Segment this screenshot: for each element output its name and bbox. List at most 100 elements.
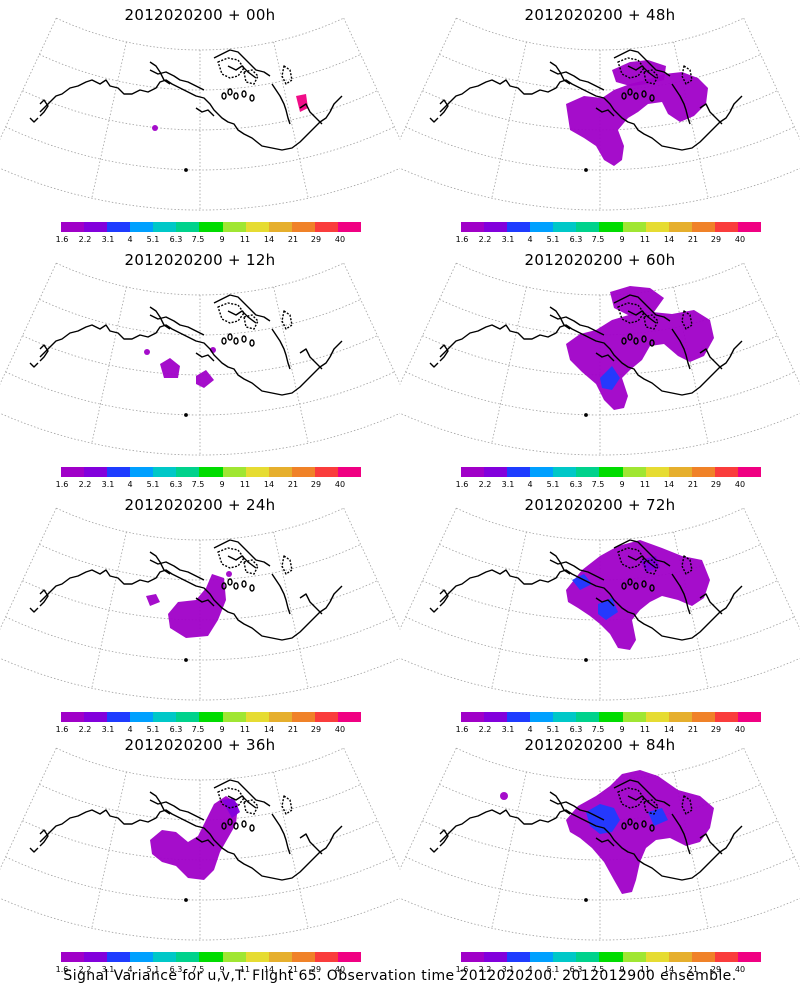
map-panel: 2012020200 + 00h 1.6 2.2 3.1 4 5.1 6.3 7.5 9 11 14… bbox=[0, 0, 400, 245]
variance-contour bbox=[600, 366, 620, 390]
variance-shading bbox=[144, 347, 216, 388]
colorbar bbox=[61, 467, 362, 477]
colorbar-tick-label: 2.2 bbox=[78, 725, 92, 734]
colorbar-tick-label: 40 bbox=[734, 965, 746, 974]
colorbar-tick-label: 21 bbox=[287, 480, 299, 489]
colorbar bbox=[61, 222, 362, 232]
colorbar-swatch bbox=[337, 712, 362, 722]
colorbar-tick-label: 5.1 bbox=[146, 965, 160, 974]
colorbar-swatch bbox=[553, 952, 577, 962]
colorbar-swatch bbox=[737, 712, 762, 722]
colorbar-swatch bbox=[668, 222, 692, 232]
colorbar-swatch bbox=[222, 467, 246, 477]
polar-map bbox=[400, 262, 800, 456]
colorbar-swatch bbox=[176, 467, 200, 477]
colorbar-swatch bbox=[507, 712, 531, 722]
colorbar-swatch bbox=[337, 222, 362, 232]
colorbar-tick-label: 14 bbox=[663, 235, 675, 244]
colorbar-tick-label: 40 bbox=[734, 725, 746, 734]
colorbar-tick-label: 3.1 bbox=[101, 965, 115, 974]
colorbar-swatch bbox=[107, 222, 131, 232]
colorbar-tick-label: 5.1 bbox=[546, 725, 560, 734]
colorbar-tick-label: 2.2 bbox=[478, 480, 492, 489]
colorbar-swatch bbox=[61, 467, 85, 477]
colorbar-labels: 1.6 2.2 3.1 4 5.1 6.3 7.5 9 11 14 21 29 40 bbox=[452, 235, 772, 247]
colorbar-tick-label: 29 bbox=[310, 725, 322, 734]
colorbar-tick-label: 4 bbox=[127, 235, 133, 244]
colorbar-labels: 1.6 2.2 3.1 4 5.1 6.3 7.5 9 11 14 21 29 40 bbox=[452, 965, 772, 977]
colorbar-tick-label: 5.1 bbox=[146, 725, 160, 734]
colorbar-swatch bbox=[314, 952, 338, 962]
colorbar-tick-label: 1.6 bbox=[455, 235, 469, 244]
colorbar-swatch bbox=[576, 952, 600, 962]
colorbar-tick-label: 5.1 bbox=[546, 965, 560, 974]
colorbar-tick-label: 11 bbox=[239, 480, 251, 489]
colorbar-swatch bbox=[153, 952, 177, 962]
coastlines bbox=[429, 539, 743, 662]
colorbar-swatch bbox=[507, 467, 531, 477]
colorbar-tick-label: 6.3 bbox=[569, 965, 583, 974]
colorbar-swatch bbox=[668, 952, 692, 962]
colorbar-tick-label: 5.1 bbox=[146, 480, 160, 489]
coastlines bbox=[29, 294, 343, 417]
colorbar-swatch bbox=[199, 467, 223, 477]
polar-map bbox=[400, 17, 800, 211]
colorbar-tick-label: 4 bbox=[527, 480, 533, 489]
colorbar-swatch bbox=[61, 952, 85, 962]
map-panel: 2012020200 + 60h 1.6 2.2 3.1 4 5.1 6.3 7.5 9 11 14… bbox=[400, 245, 800, 490]
colorbar-tick-label: 2.2 bbox=[478, 725, 492, 734]
colorbar-swatch bbox=[714, 222, 738, 232]
colorbar-tick-label: 7.5 bbox=[591, 725, 605, 734]
colorbar-tick-label: 11 bbox=[239, 965, 251, 974]
colorbar-tick-label: 7.5 bbox=[191, 725, 205, 734]
colorbar-tick-label: 2.2 bbox=[78, 480, 92, 489]
colorbar-tick-label: 21 bbox=[687, 480, 699, 489]
colorbar-tick-label: 14 bbox=[263, 725, 275, 734]
variance-shading bbox=[500, 770, 714, 894]
colorbar-tick-label: 2.2 bbox=[478, 235, 492, 244]
colorbar-swatch bbox=[130, 952, 154, 962]
colorbar-tick-label: 21 bbox=[687, 965, 699, 974]
colorbar-swatch bbox=[291, 712, 315, 722]
colorbar-swatch bbox=[245, 222, 269, 232]
colorbar-tick-label: 1.6 bbox=[55, 480, 69, 489]
colorbar-swatch bbox=[153, 467, 177, 477]
colorbar-swatch bbox=[268, 467, 292, 477]
colorbar-swatch bbox=[245, 712, 269, 722]
colorbar-swatch bbox=[61, 712, 85, 722]
colorbar-swatch bbox=[84, 222, 108, 232]
colorbar-tick-label: 29 bbox=[710, 235, 722, 244]
colorbar-tick-label: 6.3 bbox=[169, 480, 183, 489]
colorbar-tick-label: 6.3 bbox=[569, 725, 583, 734]
colorbar-tick-label: 21 bbox=[287, 235, 299, 244]
map-panel: 2012020200 + 48h 1.6 2.2 3.1 4 5.1 6.3 7.5 9 11 14… bbox=[400, 0, 800, 245]
colorbar-swatch bbox=[268, 952, 292, 962]
colorbar-tick-label: 9 bbox=[219, 725, 225, 734]
colorbar-swatch bbox=[737, 222, 762, 232]
colorbar-tick-label: 3.1 bbox=[501, 725, 515, 734]
variance-shading bbox=[566, 540, 710, 650]
colorbar-tick-label: 5.1 bbox=[546, 480, 560, 489]
colorbar-tick-label: 21 bbox=[287, 725, 299, 734]
variance-contour bbox=[598, 598, 618, 620]
variance-contour bbox=[648, 808, 668, 826]
colorbar-labels: 1.6 2.2 3.1 4 5.1 6.3 7.5 9 11 14 21 29 40 bbox=[452, 480, 772, 492]
lat-lon-grid bbox=[0, 17, 400, 211]
variance-contour bbox=[168, 574, 226, 638]
colorbar-tick-label: 4 bbox=[527, 235, 533, 244]
colorbar bbox=[61, 952, 362, 962]
colorbar-tick-label: 11 bbox=[639, 965, 651, 974]
colorbar-tick-label: 4 bbox=[127, 725, 133, 734]
colorbar-tick-label: 29 bbox=[710, 480, 722, 489]
colorbar-tick-label: 11 bbox=[639, 235, 651, 244]
coastlines bbox=[429, 49, 743, 172]
colorbar-swatch bbox=[599, 952, 623, 962]
colorbar-tick-label: 29 bbox=[710, 965, 722, 974]
colorbar-swatch bbox=[714, 952, 738, 962]
variance-shading bbox=[566, 286, 714, 410]
panel-title: 2012020200 + 72h bbox=[524, 496, 676, 514]
colorbar-tick-label: 9 bbox=[219, 965, 225, 974]
colorbar-swatch bbox=[553, 222, 577, 232]
polar-map bbox=[400, 747, 800, 941]
colorbar-tick-label: 1.6 bbox=[55, 235, 69, 244]
